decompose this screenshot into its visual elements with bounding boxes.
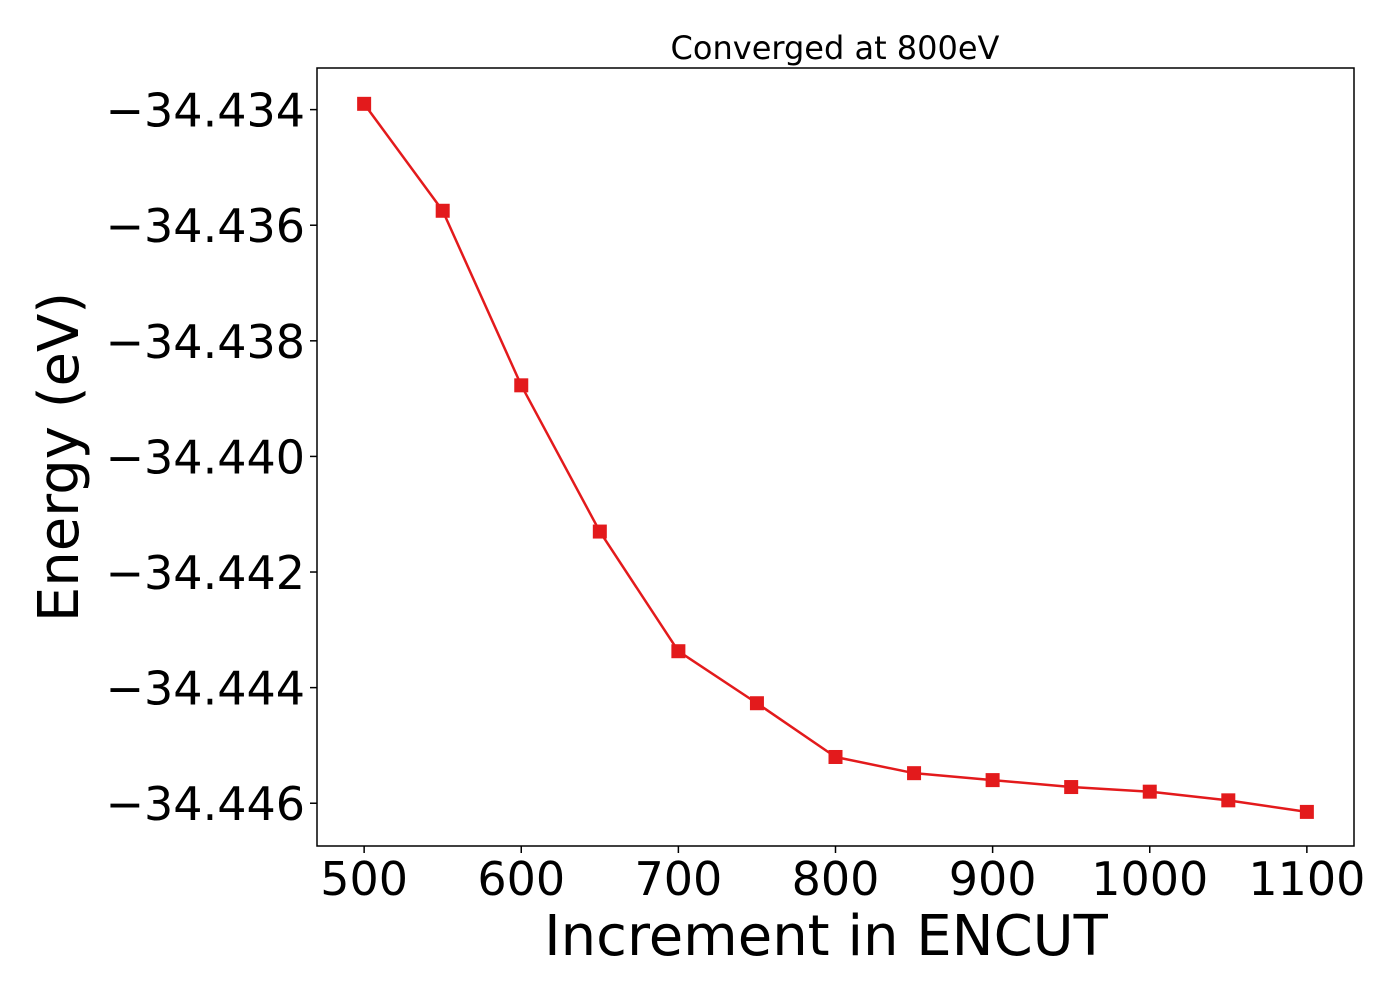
series-line	[363, 103, 1308, 814]
data-point-marker	[514, 378, 529, 393]
x-tick-label: 1100	[1248, 852, 1365, 906]
x-tick-label: 800	[792, 852, 880, 906]
chart-title: Converged at 800eV	[671, 29, 1000, 67]
data-point-marker	[749, 696, 764, 711]
y-axis-label: Energy (eV)	[27, 292, 92, 622]
data-point-marker	[985, 773, 1000, 788]
y-tick-label: −34.446	[106, 777, 306, 831]
plot-frame	[316, 67, 1355, 847]
y-tick-label: −34.434	[106, 84, 306, 138]
data-point-marker	[435, 203, 450, 218]
x-axis-label: Increment in ENCUT	[544, 904, 1109, 969]
data-point-marker	[357, 96, 372, 111]
data-point-marker	[1064, 780, 1079, 795]
x-axis-ticks: 500 600 700 800 900 1000 1100	[320, 846, 1365, 906]
data-point-marker	[907, 766, 922, 781]
y-tick-label: −34.442	[106, 546, 306, 600]
y-tick-label: −34.438	[106, 315, 306, 369]
x-tick-label: 500	[320, 852, 408, 906]
data-point-marker	[1142, 784, 1157, 799]
plot-area	[357, 96, 1314, 819]
data-point-marker	[1221, 793, 1236, 808]
y-tick-label: −34.444	[106, 662, 306, 716]
data-point-marker	[828, 749, 843, 764]
y-tick-label: −34.436	[106, 199, 306, 253]
y-axis-ticks: −34.434 −34.436 −34.438 −34.440 −34.442 −34.4…	[106, 84, 317, 831]
data-point-marker	[592, 524, 607, 539]
y-tick-label: −34.440	[106, 430, 306, 484]
data-point-marker	[671, 644, 686, 659]
x-tick-label: 700	[634, 852, 722, 906]
x-tick-label: 1000	[1091, 852, 1208, 906]
x-tick-label: 900	[949, 852, 1037, 906]
data-point-marker	[1299, 804, 1314, 819]
x-tick-label: 600	[477, 852, 565, 906]
